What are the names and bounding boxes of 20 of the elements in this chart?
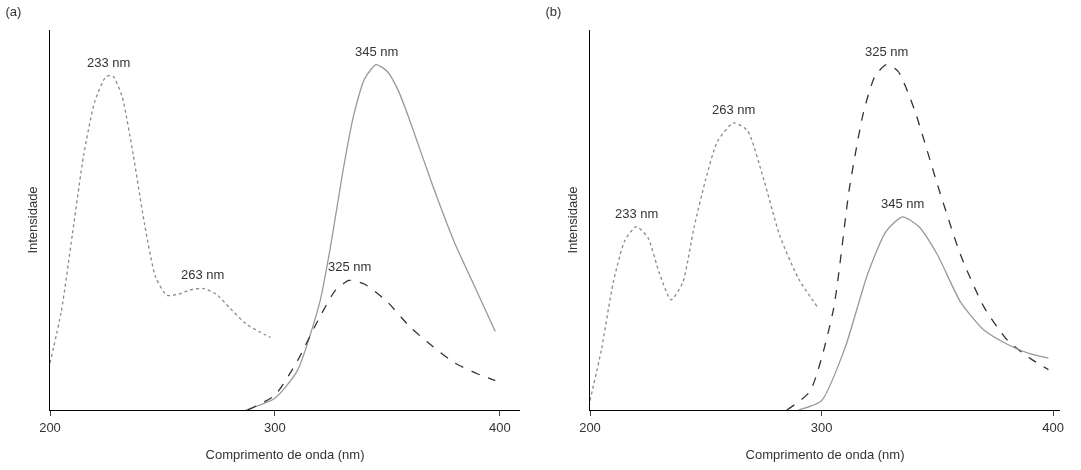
x-tick-label: 200 — [579, 419, 601, 435]
annotation: 345 nm — [881, 196, 925, 211]
annotation: 263 nm — [181, 267, 225, 282]
annotation: 233 nm — [87, 55, 131, 70]
chart-title: (b) — [545, 4, 562, 20]
x-tick-label: 400 — [488, 419, 511, 435]
x-tick-label: 300 — [264, 419, 286, 435]
annotation: 325 nm — [328, 259, 372, 274]
x-axis-title: Comprimento de onda (nm) — [205, 447, 365, 462]
x-axis-title: Comprimento de onda (nm) — [745, 447, 905, 462]
chart-title: (a) — [5, 4, 22, 20]
annotation: 233 nm — [615, 206, 659, 221]
x-tick-label: 200 — [39, 419, 61, 435]
x-tick-label: 400 — [1042, 419, 1064, 435]
annotation: 263 nm — [712, 102, 756, 117]
y-axis-title: Intensidade — [24, 186, 40, 254]
x-tick-label: 300 — [810, 419, 833, 435]
annotation: 325 nm — [865, 44, 909, 59]
y-axis-title: Intensidade — [564, 186, 580, 254]
annotation: 345 nm — [355, 44, 399, 59]
